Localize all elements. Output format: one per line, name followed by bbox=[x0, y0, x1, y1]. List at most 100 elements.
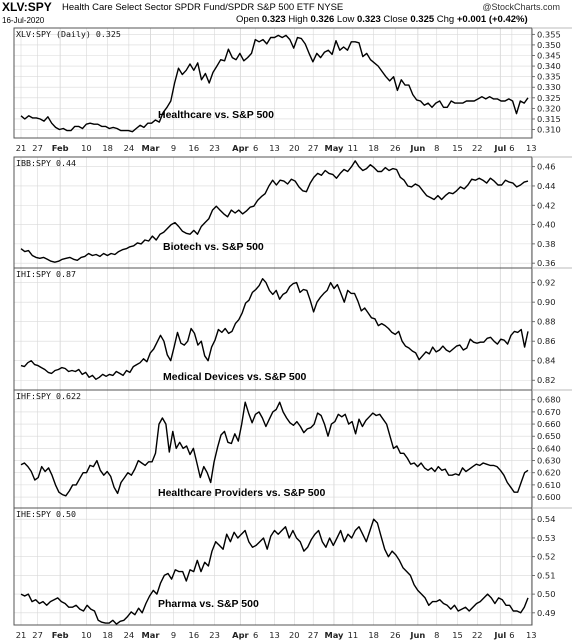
x-tick-label: 26 bbox=[390, 143, 401, 153]
x-tick-label: 27 bbox=[32, 630, 43, 640]
panel-5: 0.54 0.53 0.52 0.51 0.50 0.49 IHE:SPY 0.50 Phar… bbox=[13, 507, 572, 626]
source-credit: @StockCharts.com bbox=[482, 2, 560, 12]
y-tick-label: 0.54 bbox=[537, 514, 555, 524]
panel-frame bbox=[13, 507, 533, 626]
x-tick-label: 23 bbox=[209, 630, 220, 640]
x-tick-label: May bbox=[324, 630, 344, 640]
x-tick-label: 23 bbox=[209, 143, 220, 153]
x-tick-label: 20 bbox=[289, 143, 300, 153]
x-tick-label: 8 bbox=[434, 630, 439, 640]
x-tick-label: 6 bbox=[509, 630, 514, 640]
x-tick-label: Jul bbox=[493, 630, 506, 640]
x-tick-label: 18 bbox=[102, 630, 113, 640]
panel-4: 0.680 0.670 0.660 0.650 0.640 0.630 0.620 0.610… bbox=[13, 389, 572, 509]
y-tick-label: 0.315 bbox=[537, 114, 561, 124]
x-tick-label: Jun bbox=[409, 143, 425, 153]
x-tick-label: 20 bbox=[289, 630, 300, 640]
x-tick-label: 21 bbox=[16, 630, 27, 640]
series-line-5 bbox=[20, 518, 529, 625]
y-tick-label: 0.44 bbox=[537, 181, 555, 191]
panel-3: 0.92 0.90 0.88 0.86 0.84 0.82 IHI:SPY 0.87 Medi… bbox=[13, 267, 572, 391]
x-tick-label: Feb bbox=[52, 630, 69, 640]
panel-caption: Healthcare vs. S&P 500 bbox=[158, 109, 274, 121]
y-tick-label: 0.50 bbox=[537, 589, 555, 599]
x-tick-label: 15 bbox=[452, 630, 463, 640]
y-tick-label: 0.325 bbox=[537, 93, 561, 103]
y-tick-label: 0.310 bbox=[537, 125, 561, 135]
x-tick-label: 11 bbox=[348, 143, 359, 153]
x-tick-label: 27 bbox=[308, 143, 319, 153]
y-tick-label: 0.86 bbox=[537, 336, 555, 346]
y-tick-label: 0.680 bbox=[537, 395, 561, 405]
panel-1: 0.3550.3500.3450.3400.3350.3300.3250.320… bbox=[13, 27, 572, 139]
panel-tag: IHF:SPY 0.622 bbox=[16, 391, 81, 401]
x-tick-label: 13 bbox=[526, 143, 537, 153]
x-tick-label: 13 bbox=[526, 630, 537, 640]
ohlc-readout: Open 0.323 High 0.326 Low 0.323 Close 0.… bbox=[236, 14, 528, 25]
y-tick-label: 0.38 bbox=[537, 239, 555, 249]
y-tick-label: 0.84 bbox=[537, 356, 555, 366]
y-tick-label: 0.51 bbox=[537, 570, 555, 580]
date-label: 16-Jul-2020 bbox=[2, 16, 45, 25]
panel-caption: Biotech vs. S&P 500 bbox=[163, 241, 264, 253]
y-tick-label: 0.88 bbox=[537, 317, 555, 327]
x-tick-label: Feb bbox=[52, 143, 69, 153]
y-tick-label: 0.82 bbox=[537, 375, 555, 385]
y-tick-label: 0.630 bbox=[537, 456, 561, 466]
x-tick-label: Jun bbox=[409, 630, 425, 640]
y-tick-label: 0.335 bbox=[537, 72, 561, 82]
symbol-title: XLV:SPY bbox=[2, 0, 52, 14]
x-tick-label: 22 bbox=[472, 630, 483, 640]
x-tick-label: 24 bbox=[124, 143, 135, 153]
panel-tag: IHE:SPY 0.50 bbox=[16, 509, 76, 519]
x-tick-label: 9 bbox=[171, 143, 176, 153]
x-tick-label: 18 bbox=[102, 143, 113, 153]
panel-2: 0.46 0.44 0.42 0.40 0.38 0.36 IBB:SPY 0.44 Biot… bbox=[13, 156, 572, 269]
y-tick-label: 0.90 bbox=[537, 297, 555, 307]
panel-frame bbox=[13, 156, 533, 269]
x-tick-label: 9 bbox=[171, 630, 176, 640]
x-tick-label: Jul bbox=[493, 143, 506, 153]
y-tick-label: 0.355 bbox=[537, 29, 561, 39]
panel-caption: Healthcare Providers vs. S&P 500 bbox=[158, 487, 325, 499]
panel-frame bbox=[13, 27, 533, 139]
y-tick-label: 0.49 bbox=[537, 608, 555, 618]
series-line-2 bbox=[20, 160, 529, 263]
y-tick-label: 0.36 bbox=[537, 258, 555, 268]
x-tick-label: 18 bbox=[368, 630, 379, 640]
y-tick-label: 0.340 bbox=[537, 61, 561, 71]
y-tick-label: 0.320 bbox=[537, 103, 561, 113]
y-tick-label: 0.670 bbox=[537, 407, 561, 417]
y-tick-label: 0.52 bbox=[537, 552, 555, 562]
y-tick-label: 0.42 bbox=[537, 200, 555, 210]
x-tick-label: 16 bbox=[189, 143, 200, 153]
x-tick-label: 6 bbox=[253, 630, 258, 640]
series-line-4 bbox=[20, 401, 529, 497]
y-tick-label: 0.650 bbox=[537, 431, 561, 441]
y-tick-label: 0.46 bbox=[537, 162, 555, 172]
y-tick-label: 0.350 bbox=[537, 40, 561, 50]
x-tick-label: Mar bbox=[142, 630, 161, 640]
panel-tag: IBB:SPY 0.44 bbox=[16, 158, 76, 168]
x-tick-label: Apr bbox=[232, 630, 249, 640]
panel-caption: Medical Devices vs. S&P 500 bbox=[163, 371, 307, 383]
x-tick-label: 15 bbox=[452, 143, 463, 153]
x-tick-label: 16 bbox=[189, 630, 200, 640]
y-tick-label: 0.92 bbox=[537, 278, 555, 288]
panel-tag: XLV:SPY (Daily) 0.325 bbox=[16, 29, 121, 39]
x-tick-label: 6 bbox=[253, 143, 258, 153]
x-axis-1: 21 27 Feb 10 18 24 Mar 9 16 23 Apr 6 13 20 27 May 11 18 26… bbox=[16, 143, 537, 153]
x-tick-label: Apr bbox=[232, 143, 249, 153]
y-tick-label: 0.660 bbox=[537, 419, 561, 429]
y-tick-label: 0.620 bbox=[537, 468, 561, 478]
y-tick-label: 0.53 bbox=[537, 533, 555, 543]
x-tick-label: 24 bbox=[124, 630, 135, 640]
x-tick-label: 6 bbox=[509, 143, 514, 153]
x-tick-label: 26 bbox=[390, 630, 401, 640]
x-tick-label: 18 bbox=[368, 143, 379, 153]
x-tick-label: 10 bbox=[81, 630, 92, 640]
panel-tag: IHI:SPY 0.87 bbox=[16, 269, 76, 279]
y-tick-label: 0.610 bbox=[537, 480, 561, 490]
x-axis-2: 21 27 Feb 10 18 24 Mar 9 16 23 Apr 6 13 20 27 May 11 18 26… bbox=[16, 630, 537, 640]
